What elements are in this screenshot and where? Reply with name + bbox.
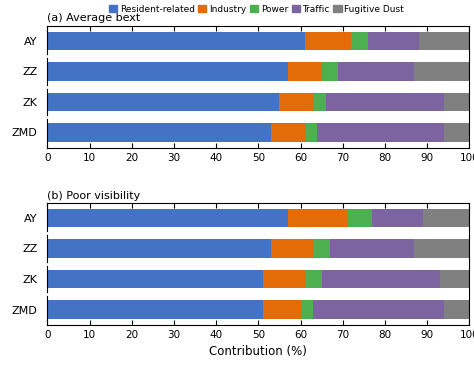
Bar bbox=[271, 239, 313, 258]
Bar bbox=[338, 62, 414, 81]
Bar bbox=[47, 270, 263, 288]
Bar bbox=[279, 93, 313, 111]
Bar bbox=[440, 270, 469, 288]
Bar bbox=[313, 93, 326, 111]
Bar bbox=[288, 62, 321, 81]
Bar bbox=[263, 270, 305, 288]
Bar bbox=[301, 300, 313, 319]
Bar bbox=[47, 209, 288, 227]
Bar bbox=[444, 300, 469, 319]
Text: (b) Poor visibility: (b) Poor visibility bbox=[47, 191, 141, 200]
Bar bbox=[351, 32, 368, 50]
Legend: Resident-related, Industry, Power, Traffic, Fugitive Dust: Resident-related, Industry, Power, Traff… bbox=[109, 4, 404, 14]
Bar bbox=[444, 93, 469, 111]
Bar bbox=[271, 123, 305, 142]
Bar bbox=[326, 93, 444, 111]
Bar bbox=[47, 32, 305, 50]
Bar bbox=[372, 209, 423, 227]
Bar bbox=[305, 123, 318, 142]
Bar bbox=[47, 93, 279, 111]
Bar bbox=[444, 123, 469, 142]
Bar bbox=[321, 270, 440, 288]
Bar bbox=[321, 62, 338, 81]
Bar bbox=[305, 32, 351, 50]
Bar bbox=[305, 270, 321, 288]
Bar bbox=[47, 62, 288, 81]
Bar bbox=[414, 62, 469, 81]
Bar bbox=[318, 123, 444, 142]
Bar bbox=[263, 300, 301, 319]
Bar bbox=[47, 123, 271, 142]
Bar bbox=[419, 32, 469, 50]
Bar bbox=[347, 209, 372, 227]
Text: (a) Average bext: (a) Average bext bbox=[47, 14, 141, 23]
Bar bbox=[288, 209, 347, 227]
Bar bbox=[423, 209, 469, 227]
Bar bbox=[330, 239, 414, 258]
X-axis label: Contribution (%): Contribution (%) bbox=[210, 345, 307, 358]
Bar bbox=[368, 32, 419, 50]
Bar bbox=[313, 300, 444, 319]
Bar bbox=[47, 239, 271, 258]
Bar bbox=[47, 300, 263, 319]
Bar bbox=[414, 239, 469, 258]
Bar bbox=[313, 239, 330, 258]
